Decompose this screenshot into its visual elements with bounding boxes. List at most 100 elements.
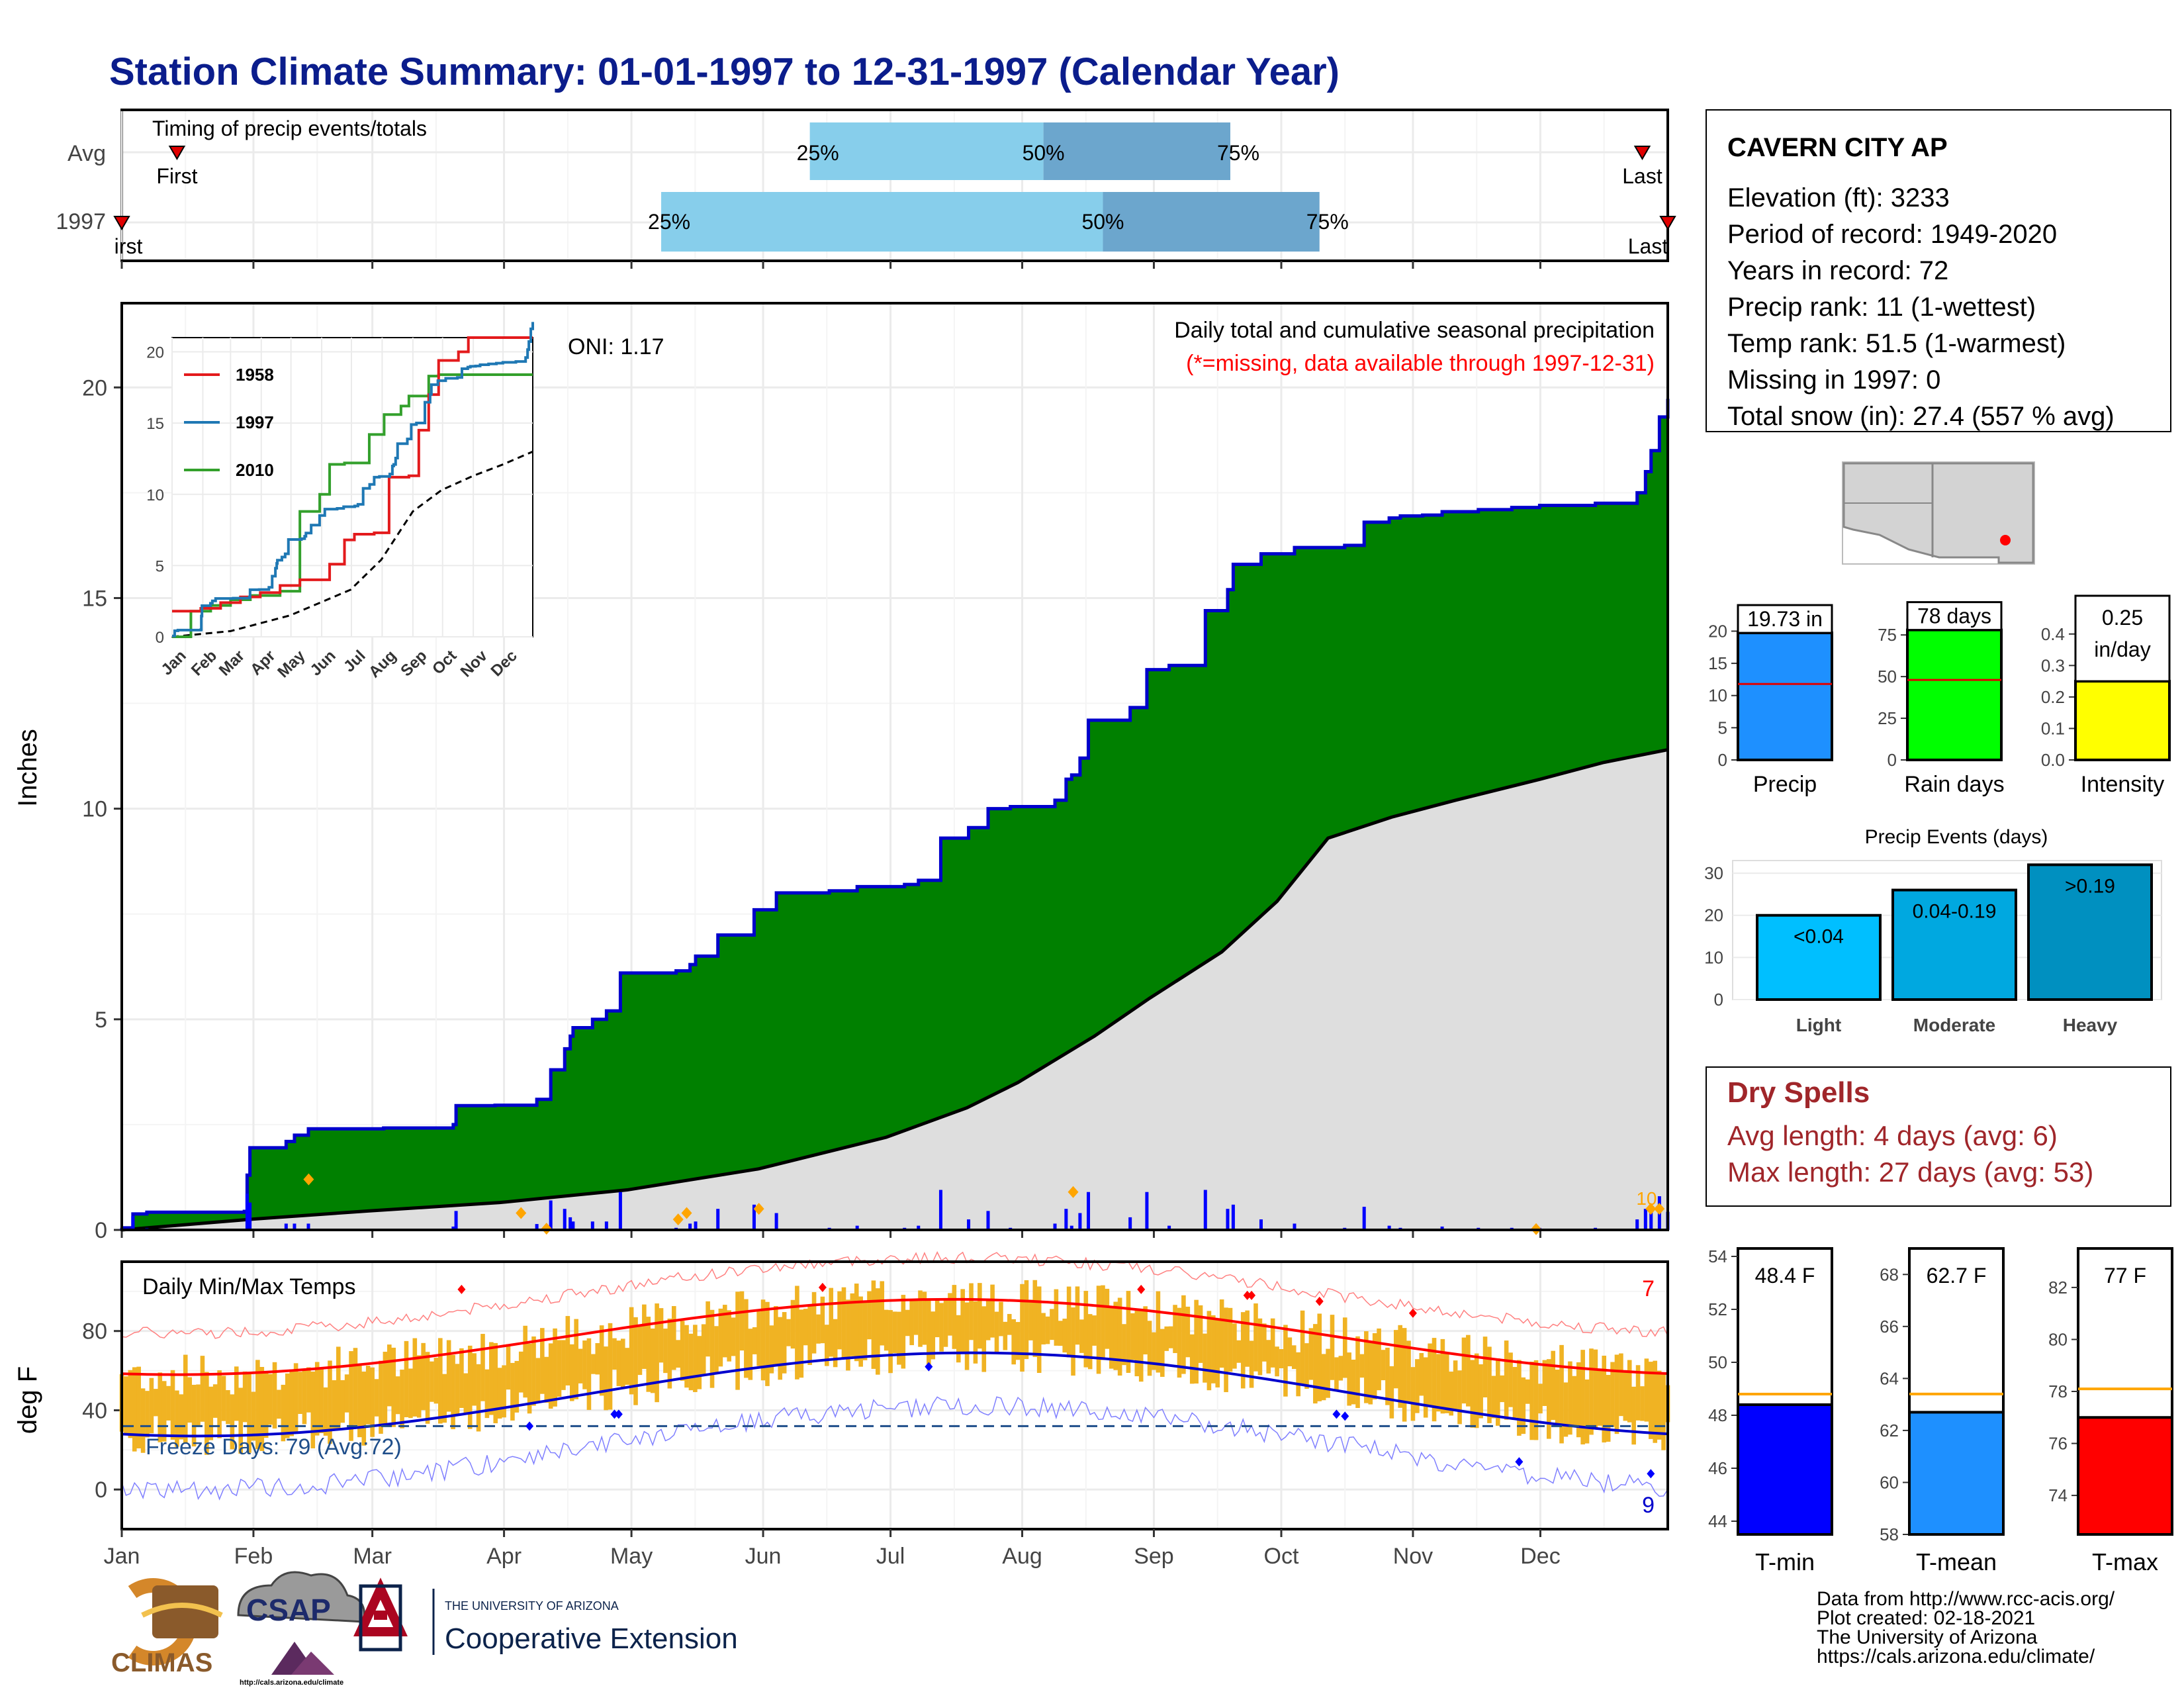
daily-temp-bar	[854, 1284, 859, 1362]
daily-temp-bar	[1066, 1286, 1071, 1358]
timing-1997-first-marker-icon	[113, 216, 130, 230]
daily-temp-bar	[527, 1343, 532, 1414]
daily-temp-bar	[1538, 1383, 1543, 1414]
daily-temp-bar	[1563, 1382, 1569, 1437]
daily-temp-bar	[535, 1358, 541, 1403]
temp-summary-ytick-label: 48	[1708, 1405, 1727, 1425]
daily-temp-bar	[1321, 1354, 1326, 1401]
daily-temp-bar	[586, 1338, 592, 1410]
csap-url: http://cals.arizona.edu/climate	[240, 1679, 343, 1687]
daily-temp-bar	[1410, 1367, 1416, 1421]
daily-temp-bar	[344, 1374, 349, 1413]
daily-temp-bar	[880, 1281, 885, 1346]
daily-temp-bar	[1126, 1291, 1131, 1373]
daily-temp-bar	[323, 1387, 328, 1436]
daily-temp-bar	[161, 1381, 167, 1442]
daily-precip-bar	[1087, 1192, 1091, 1230]
mini-ytick-label: 75	[1878, 625, 1897, 645]
daily-temp-bar	[999, 1301, 1003, 1336]
daily-temp-bar	[149, 1378, 154, 1434]
daily-temp-bar	[1177, 1307, 1182, 1378]
daily-temp-bar	[1627, 1360, 1632, 1423]
daily-temp-bar	[969, 1283, 974, 1340]
daily-temp-bar	[1572, 1376, 1577, 1428]
oni-label: ONI: 1.17	[568, 334, 664, 359]
daily-temp-bar	[1138, 1311, 1144, 1382]
daily-temp-bar	[124, 1376, 128, 1434]
daily-temp-bar	[1479, 1364, 1483, 1419]
daily-precip-bar	[1053, 1223, 1057, 1230]
timing-avg-last-marker-icon	[1633, 146, 1651, 160]
daily-temp-bar	[1491, 1376, 1496, 1419]
temp-summary-ytick-label: 60	[1880, 1472, 1899, 1492]
record-low-count: 9	[1642, 1493, 1655, 1518]
daily-temp-bar	[705, 1301, 710, 1357]
daily-temp-bar	[693, 1325, 698, 1392]
timing-1997-last-label: Last	[1628, 234, 1668, 258]
daily-temp-bar	[1359, 1354, 1365, 1378]
month-label: Sep	[1134, 1544, 1174, 1569]
temp-panel: 0 40 80 deg F Daily Min/Max Temps Freeze D…	[13, 1251, 1670, 1530]
mini-value-box	[2074, 594, 2171, 682]
daily-temp-bar	[1406, 1340, 1411, 1403]
daily-temp-bar	[574, 1319, 578, 1399]
daily-temp-bar	[1164, 1326, 1169, 1351]
daily-temp-bar	[964, 1302, 970, 1370]
daily-precip-bar	[938, 1190, 942, 1230]
daily-temp-bar	[1134, 1309, 1140, 1377]
timing-row-avg: Avg	[68, 141, 106, 166]
daily-temp-bar	[1657, 1370, 1662, 1440]
inset-legend-label: 1958	[236, 365, 274, 385]
temp-summary-value: 48.4 F	[1755, 1264, 1815, 1288]
daily-temp-bar	[1555, 1370, 1560, 1427]
daily-precip-bar	[694, 1221, 698, 1230]
temp-ytick-label: 40	[82, 1398, 107, 1423]
daily-temp-bar	[242, 1371, 248, 1423]
climas-logo: CLIMAS	[111, 1578, 223, 1677]
station-line: Period of record: 1949-2020	[1727, 220, 2057, 249]
daily-temp-bar	[1393, 1330, 1398, 1389]
daily-temp-bar	[565, 1316, 570, 1385]
daily-temp-bar	[480, 1334, 485, 1401]
mini-bar-intensity	[2074, 680, 2171, 761]
timing-avg-bar-50-75	[1043, 122, 1230, 180]
daily-temp-bar	[591, 1354, 596, 1374]
daily-temp-bar	[336, 1346, 341, 1429]
daily-temp-bar	[1096, 1286, 1101, 1374]
daily-temp-bar	[829, 1288, 834, 1357]
daily-temp-bar	[837, 1291, 842, 1350]
daily-temp-bar	[446, 1340, 451, 1412]
daily-temp-bar	[884, 1309, 889, 1351]
daily-temp-bar	[1087, 1314, 1093, 1370]
daily-precip-bar	[248, 1202, 252, 1230]
daily-temp-bar	[722, 1305, 727, 1358]
month-label: Jan	[104, 1544, 140, 1569]
page-title: Station Climate Summary: 01-01-1997 to 1…	[109, 50, 1340, 93]
mini-ytick-label: 0.4	[2041, 624, 2065, 644]
events-bar-heavy	[2027, 863, 2153, 1002]
daily-temp-bar	[816, 1314, 821, 1344]
daily-temp-bar	[158, 1372, 163, 1442]
mini-ytick-label: 0.3	[2041, 655, 2065, 675]
mini-value-label: in/day	[2094, 637, 2150, 661]
normal-high-line	[121, 1297, 1668, 1376]
daily-temp-bar	[659, 1308, 664, 1363]
record-low-marker-icon	[1515, 1457, 1524, 1467]
mini-value-label: 19.73 in	[1747, 607, 1823, 631]
daily-precip-bar	[1259, 1219, 1263, 1230]
daily-temp-bar	[1551, 1350, 1556, 1421]
daily-temp-bar	[582, 1340, 587, 1389]
precip-ytick-label: 15	[82, 586, 107, 611]
daily-temp-bar	[727, 1310, 732, 1362]
daily-temp-bar	[1364, 1331, 1369, 1403]
record-low-marker-icon	[525, 1421, 534, 1431]
daily-temp-bar	[306, 1367, 311, 1413]
daily-temp-bar	[1092, 1315, 1097, 1346]
precip-ytick-label: 0	[95, 1218, 107, 1243]
daily-temp-bar	[1249, 1340, 1254, 1388]
daily-temp-bar	[421, 1342, 426, 1411]
month-label: Jun	[745, 1544, 782, 1569]
daily-precip-bar	[1649, 1209, 1653, 1230]
daily-temp-bar	[765, 1301, 770, 1386]
daily-temp-bar	[760, 1299, 766, 1381]
